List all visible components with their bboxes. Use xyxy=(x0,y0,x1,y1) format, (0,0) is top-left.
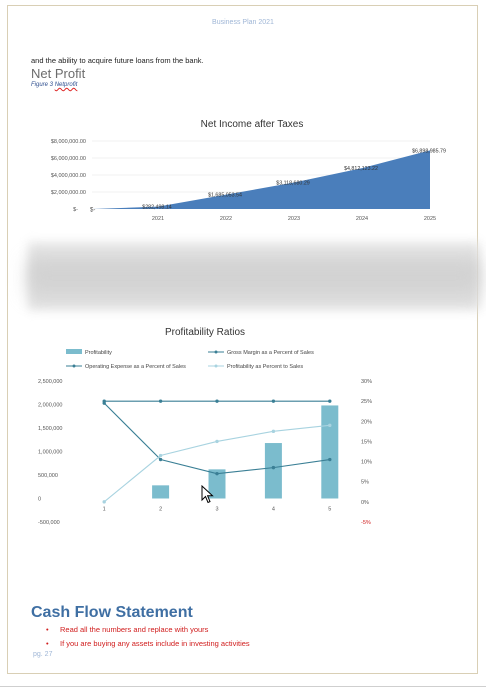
data-label: $6,898,985.79 xyxy=(412,148,446,154)
redacted-region-inner xyxy=(28,260,480,296)
caption-prefix: Figure 3 xyxy=(31,82,55,88)
data-point xyxy=(102,401,106,405)
data-point xyxy=(271,429,276,434)
chart-title: Profitability Ratios xyxy=(165,327,245,338)
page-header: Business Plan 2021 xyxy=(212,19,274,26)
y-left-tick-label: 2,500,000 xyxy=(38,379,62,385)
mouse-pointer-icon xyxy=(201,485,214,504)
section-heading-net-profit: Net Profit xyxy=(31,66,86,81)
legend-swatch xyxy=(66,349,82,354)
x-tick-label: 2024 xyxy=(356,216,368,222)
y-right-tick-label: -5% xyxy=(361,520,371,526)
y-left-tick-label: 2,000,000 xyxy=(38,403,62,409)
x-tick-label: 2 xyxy=(159,507,162,513)
list-item: • Read all the numbers and replace with y… xyxy=(46,625,250,634)
y-left-tick-label: -500,000 xyxy=(38,520,60,526)
page-separator xyxy=(0,686,486,687)
bar xyxy=(208,469,226,499)
cash-flow-bullets: • Read all the numbers and replace with y… xyxy=(46,625,250,653)
area-series xyxy=(92,150,430,209)
bullet-text: Read all the numbers and replace with yo… xyxy=(60,625,209,634)
x-tick-label: 4 xyxy=(272,507,275,513)
data-point xyxy=(215,471,219,476)
net-income-chart: Net Income after Taxes $- $2,000,000.00 $4… xyxy=(51,119,446,222)
y-tick-label: $8,000,000.00 xyxy=(51,139,86,145)
list-item: • If you are buying any assets include in… xyxy=(46,639,250,648)
legend-label: Operating Expense as a Percent of Sales xyxy=(85,364,186,370)
profitability-ratios-chart: Profitability Ratios Profitability Gross … xyxy=(38,327,372,526)
page-number: pg. 27 xyxy=(33,651,53,658)
bar xyxy=(152,485,170,499)
legend-label: Profitability xyxy=(85,350,112,356)
y-left-tick-label: 1,000,000 xyxy=(38,450,62,456)
cash-flow-title: Cash Flow Statement xyxy=(31,604,193,621)
legend-label: Profitability as Percent to Sales xyxy=(227,364,303,370)
data-point xyxy=(215,439,219,444)
y-left-tick-label: 0 xyxy=(38,497,41,503)
data-point xyxy=(158,399,163,403)
y-left-tick-label: 500,000 xyxy=(38,473,58,479)
y-tick-label: $6,000,000.00 xyxy=(51,156,86,162)
y-right-tick-label: 10% xyxy=(361,460,372,466)
page-border xyxy=(7,5,478,674)
y-right-tick-label: 15% xyxy=(361,439,372,445)
caption-word: Netprofit xyxy=(54,82,78,88)
bullet-text: If you are buying any assets include in … xyxy=(60,639,250,648)
data-point xyxy=(102,500,106,504)
legend-label: Gross Margin as a Percent of Sales xyxy=(227,350,314,356)
data-label: $4,812,123.22 xyxy=(344,166,378,172)
legend-marker xyxy=(214,350,218,354)
x-tick-label: 2022 xyxy=(220,216,232,222)
x-tick-label: 2021 xyxy=(152,216,164,222)
y-right-tick-label: 5% xyxy=(361,480,369,486)
figure-caption: Figure 3 Netprofit xyxy=(31,82,77,88)
y-tick-label: $2,000,000.00 xyxy=(51,190,86,196)
legend-marker xyxy=(214,364,218,368)
x-tick-label: 2023 xyxy=(288,216,300,222)
y-right-tick-label: 0% xyxy=(361,500,369,506)
x-origin-label: $- xyxy=(90,208,95,214)
bullet-icon: • xyxy=(46,639,49,648)
data-point xyxy=(328,399,332,403)
legend-marker xyxy=(72,364,76,368)
series-line xyxy=(103,402,330,475)
data-point xyxy=(215,399,219,403)
data-label: $3,118,680.29 xyxy=(276,180,310,186)
bar xyxy=(264,443,282,499)
data-label: $282,498.14 xyxy=(142,205,172,211)
data-point xyxy=(158,457,163,462)
y-right-tick-label: 20% xyxy=(361,419,372,425)
chart-title: Net Income after Taxes xyxy=(201,119,304,130)
y-tick-label: $- xyxy=(73,207,78,213)
data-point xyxy=(328,457,332,462)
bar xyxy=(321,405,339,499)
bullet-icon: • xyxy=(46,625,49,634)
x-tick-label: 5 xyxy=(328,507,331,513)
y-right-tick-label: 25% xyxy=(361,399,372,405)
x-tick-label: 1 xyxy=(103,507,106,513)
x-tick-label: 3 xyxy=(215,507,218,513)
data-label: $1,685,053.54 xyxy=(208,193,242,199)
y-tick-label: $4,000,000.00 xyxy=(51,173,86,179)
data-point xyxy=(271,465,276,470)
data-point xyxy=(271,399,276,403)
data-point xyxy=(158,453,163,458)
y-right-tick-label: 30% xyxy=(361,379,372,385)
y-left-tick-label: 1,500,000 xyxy=(38,426,62,432)
data-point xyxy=(328,423,332,428)
x-tick-label: 2025 xyxy=(424,216,436,222)
body-text: and the ability to acquire future loans … xyxy=(31,56,204,65)
